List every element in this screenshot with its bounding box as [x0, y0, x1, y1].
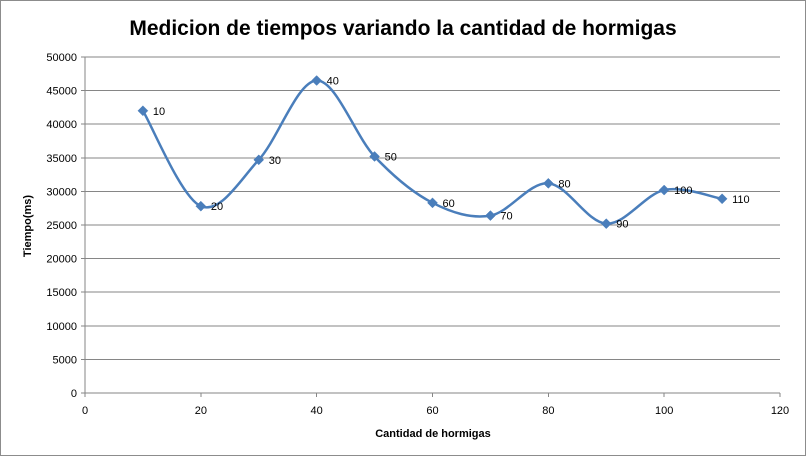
data-label: 110: [732, 194, 750, 206]
data-label: 100: [674, 185, 692, 197]
data-point: [542, 177, 554, 189]
x-tick-label: 40: [311, 405, 323, 417]
y-tick-label: 45000: [46, 86, 77, 98]
data-point: [427, 197, 438, 209]
y-tick-label: 15000: [46, 287, 77, 299]
data-label: 40: [327, 76, 339, 88]
data-point: [195, 200, 207, 212]
data-label: 50: [385, 151, 397, 163]
x-tick-label: 120: [771, 405, 789, 417]
chart-title: Medicion de tiempos variando la cantidad…: [129, 17, 676, 40]
data-label: 60: [443, 198, 455, 210]
data-point: [600, 218, 612, 230]
y-tick-label: 40000: [46, 119, 77, 131]
y-axis-title: Tiempo(ms): [22, 195, 34, 257]
axes: [81, 56, 781, 397]
data-label: 30: [269, 155, 281, 167]
x-axis-title: Cantidad de hormigas: [375, 428, 491, 440]
data-point: [485, 210, 496, 221]
x-tick-label: 100: [655, 405, 673, 417]
y-tick-label: 25000: [46, 220, 77, 232]
y-tick-label: 0: [71, 388, 77, 400]
x-tick-labels: 0 20 40 60 80 100 120: [82, 405, 789, 417]
data-point: [658, 184, 670, 196]
data-label: 90: [616, 219, 628, 231]
data-label: 20: [211, 201, 223, 213]
y-tick-label: 35000: [46, 153, 77, 165]
y-tick-labels: 0 5000 10000 15000 20000 25000 30000 35000 40000…: [46, 52, 77, 400]
data-point: [137, 105, 149, 117]
data-point: [253, 154, 265, 166]
x-tick-label: 20: [195, 405, 207, 417]
y-tick-label: 20000: [46, 254, 77, 266]
y-tick-label: 30000: [46, 186, 77, 198]
y-tick-label: 10000: [46, 321, 77, 333]
x-tick-label: 80: [542, 405, 554, 417]
data-labels: 10 20 30 40 50 60 70 80 90 100 110: [153, 76, 750, 231]
x-tick-label: 0: [82, 405, 88, 417]
data-label: 80: [558, 178, 570, 190]
x-tick-label: 60: [426, 405, 438, 417]
y-tick-label: 5000: [53, 354, 77, 366]
gridlines: [85, 56, 780, 360]
data-label: 70: [500, 211, 512, 223]
data-point: [716, 193, 728, 205]
y-tick-label: 50000: [46, 52, 77, 64]
data-point: [369, 151, 380, 162]
data-label: 10: [153, 106, 165, 118]
series: [137, 75, 728, 230]
data-point: [311, 75, 323, 86]
